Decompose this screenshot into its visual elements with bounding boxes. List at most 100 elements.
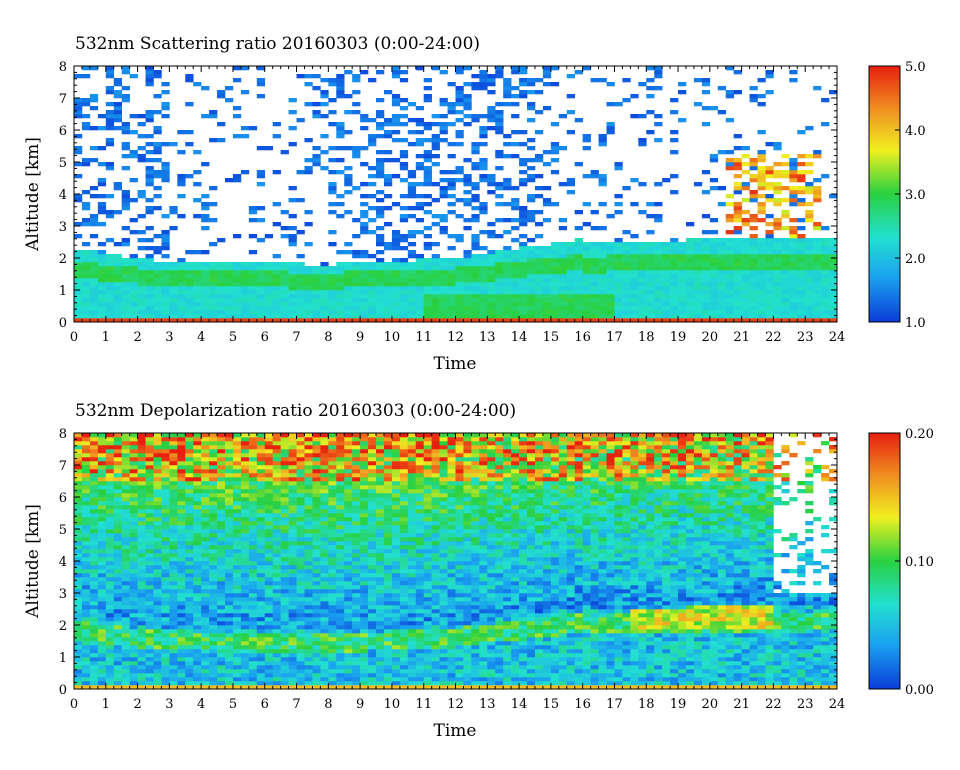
- heatmap-cell: [272, 633, 281, 638]
- heatmap-cell: [177, 286, 186, 291]
- heatmap-cell: [733, 318, 742, 323]
- heatmap-cell: [757, 290, 766, 295]
- heatmap-cell: [232, 601, 242, 606]
- heatmap-cell: [256, 238, 266, 243]
- heatmap-cell: [201, 286, 210, 291]
- heatmap-cell: [256, 82, 266, 87]
- heatmap-cell: [185, 561, 194, 566]
- heatmap-cell: [169, 278, 178, 283]
- heatmap-cell: [81, 206, 91, 211]
- heatmap-cell: [741, 154, 750, 159]
- heatmap-cell: [272, 493, 281, 498]
- heatmap-cell: [193, 465, 202, 470]
- heatmap-cell: [248, 653, 258, 658]
- heatmap-cell: [272, 565, 281, 570]
- heatmap-cell: [773, 198, 782, 203]
- heatmap-cell: [272, 314, 281, 319]
- heatmap-cell: [288, 290, 297, 295]
- heatmap-cell: [209, 509, 218, 514]
- heatmap-cell: [137, 469, 146, 474]
- heatmap-cell: [217, 501, 226, 506]
- heatmap-cell: [225, 621, 234, 626]
- heatmap-cell: [701, 122, 711, 127]
- heatmap-cell: [105, 569, 115, 574]
- heatmap-cell: [193, 573, 202, 578]
- heatmap-cell: [105, 681, 115, 686]
- heatmap-cell: [121, 681, 130, 686]
- heatmap-cell: [161, 621, 170, 626]
- heatmap-cell: [264, 509, 273, 514]
- heatmap-cell: [288, 437, 297, 442]
- heatmap-cell: [137, 517, 146, 522]
- heatmap-cell: [272, 553, 281, 558]
- heatmap-cell: [288, 465, 297, 470]
- heatmap-cell: [781, 226, 790, 231]
- heatmap-cell: [153, 661, 162, 666]
- heatmap-cell: [717, 274, 727, 279]
- heatmap-cell: [527, 302, 536, 307]
- heatmap-cell: [423, 246, 432, 251]
- heatmap-cell: [169, 270, 178, 275]
- heatmap-cell: [296, 262, 305, 267]
- heatmap-cell: [201, 266, 210, 271]
- heatmap-cell: [630, 202, 639, 207]
- heatmap-field: [74, 66, 838, 323]
- heatmap-cell: [415, 202, 425, 207]
- heatmap-cell: [296, 481, 305, 486]
- heatmap-cell: [89, 645, 99, 650]
- heatmap-cell: [153, 613, 162, 618]
- heatmap-cell: [225, 573, 234, 578]
- heatmap-cell: [81, 274, 91, 279]
- heatmap-cell: [193, 549, 202, 554]
- heatmap-cell: [749, 274, 758, 279]
- heatmap-cell: [177, 601, 186, 606]
- heatmap-cell: [97, 290, 107, 295]
- heatmap-cell: [415, 302, 425, 307]
- heatmap-cell: [232, 497, 242, 502]
- heatmap-cell: [121, 266, 130, 271]
- heatmap-cell: [121, 449, 130, 454]
- heatmap-cell: [74, 302, 83, 307]
- heatmap-cell: [805, 202, 814, 207]
- heatmap-cell: [789, 170, 798, 175]
- heatmap-cell: [368, 166, 377, 171]
- heatmap-cell: [733, 274, 742, 279]
- heatmap-cell: [185, 497, 194, 502]
- heatmap-cell: [137, 122, 146, 127]
- heatmap-cell: [678, 242, 687, 247]
- heatmap-cell: [312, 310, 321, 315]
- heatmap-cell: [296, 465, 305, 470]
- heatmap-cell: [209, 481, 218, 486]
- heatmap-cell: [256, 641, 266, 646]
- heatmap-cell: [312, 158, 321, 163]
- heatmap-cell: [598, 266, 607, 271]
- heatmap-cell: [113, 441, 122, 446]
- heatmap-cell: [185, 613, 194, 618]
- heatmap-cell: [574, 262, 583, 267]
- heatmap-cell: [105, 70, 115, 75]
- heatmap-cell: [376, 234, 385, 239]
- heatmap-cell: [137, 453, 146, 458]
- heatmap-cell: [264, 649, 273, 654]
- heatmap-cell: [105, 541, 115, 546]
- heatmap-cell: [153, 549, 162, 554]
- heatmap-cell: [296, 653, 305, 658]
- heatmap-cell: [185, 669, 194, 674]
- x-axis: 0 1 2 3 4 5 6 7 8 9 10 11 12 13 14 15 16 17 18 19 20 21 22 23 24: [70, 66, 845, 345]
- heatmap-cell: [105, 433, 115, 438]
- heatmap-cell: [169, 505, 178, 510]
- heatmap-cell: [407, 306, 417, 311]
- heatmap-cell: [479, 166, 488, 171]
- heatmap-cell: [137, 262, 146, 267]
- heatmap-cell: [113, 533, 122, 538]
- heatmap-cell: [781, 250, 790, 255]
- heatmap-cell: [638, 266, 647, 271]
- heatmap-cell: [185, 174, 194, 179]
- heatmap-cell: [288, 677, 297, 682]
- heatmap-cell: [256, 593, 266, 598]
- heatmap-cell: [288, 477, 297, 482]
- heatmap-cell: [352, 302, 361, 307]
- heatmap-cell: [248, 206, 258, 211]
- heatmap-cell: [558, 218, 568, 223]
- heatmap-cell: [487, 234, 496, 239]
